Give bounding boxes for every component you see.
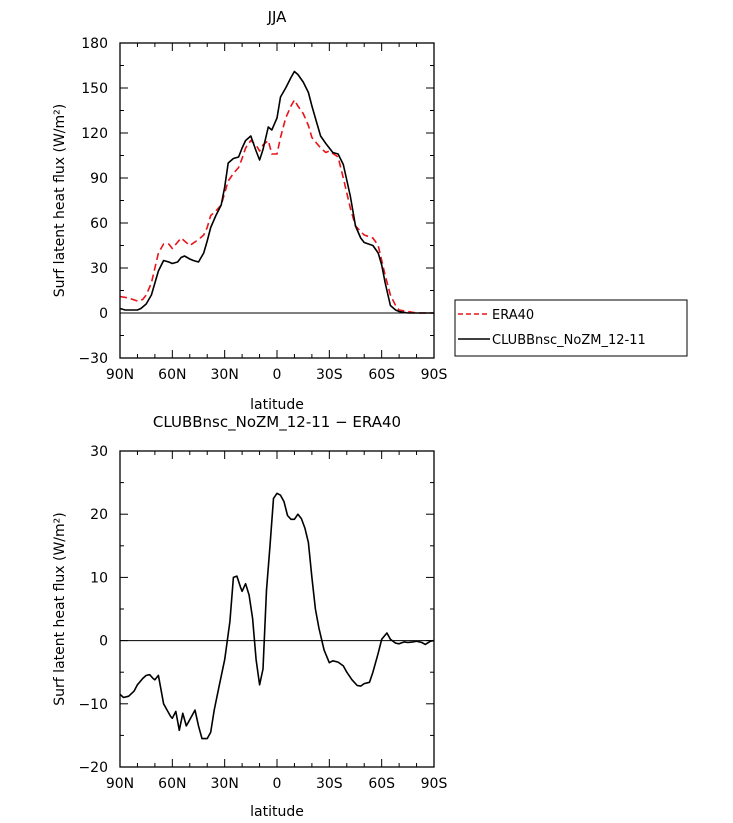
top-y-tick-label: 150 (81, 81, 108, 97)
bottom-plot-area: 90N 60N 30N 0 30S 60S 90S −20 −10 0 10 20 30 (78, 444, 447, 792)
top-plot-area: 90N 60N 30N 0 30S 60S 90S −30 0 30 60 90 120 150 180 (78, 36, 447, 383)
bottom-y-tick-label: −10 (78, 697, 108, 713)
bottom-series-line-0 (119, 492, 435, 740)
top-x-tick-label: 30N (211, 367, 239, 383)
top-chart: JJA 90N 60N 30N 0 30S 60S 90S −30 0 30 60 90 120 150 1… (52, 8, 688, 413)
bottom-chart: CLUBBnsc_NoZM_12-11 − ERA40 90N 60N 30N 0 30… (52, 413, 447, 820)
top-x-tick-label: 60S (368, 367, 395, 383)
legend-box (454, 299, 688, 357)
legend: ERA40 CLUBBnsc_NoZM_12-11 (454, 299, 688, 357)
bottom-x-tick-label: 60S (368, 776, 395, 792)
bottom-x-tick-label: 30N (211, 776, 239, 792)
top-series-line-0 (119, 99, 434, 314)
top-x-tick-label: 90S (421, 367, 448, 383)
top-y-axis-label: Surf latent heat flux (W/m²) (52, 104, 68, 297)
top-x-tick-label: 60N (158, 367, 186, 383)
top-x-tick-label: 0 (273, 367, 282, 383)
bottom-y-tick-label: 20 (90, 507, 108, 523)
top-x-tick-label: 30S (316, 367, 343, 383)
bottom-y-tick-label: −20 (78, 760, 108, 776)
bottom-x-tick-label: 0 (273, 776, 282, 792)
bottom-x-tick-label: 90S (421, 776, 448, 792)
top-y-tick-label: −30 (78, 351, 108, 367)
bottom-y-tick-label: 10 (90, 570, 108, 586)
bottom-y-tick-label: 30 (90, 444, 108, 460)
top-y-tick-label: 120 (81, 126, 108, 142)
top-y-tick-label: 30 (90, 261, 108, 277)
top-x-axis-label: latitude (250, 397, 304, 413)
top-y-tick-label: 180 (81, 36, 108, 52)
top-y-tick-label: 0 (99, 306, 108, 322)
top-plot-frame (119, 42, 435, 359)
bottom-x-axis-label: latitude (250, 804, 304, 820)
bottom-x-tick-label: 30S (316, 776, 343, 792)
top-x-tick-label: 90N (106, 367, 134, 383)
top-y-tick-label: 60 (90, 216, 108, 232)
top-y-tick-label: 90 (90, 171, 108, 187)
bottom-chart-title: CLUBBnsc_NoZM_12-11 − ERA40 (153, 413, 401, 432)
legend-label-era40: ERA40 (492, 308, 534, 323)
top-series-line-1 (119, 70, 434, 314)
bottom-x-tick-label: 60N (158, 776, 186, 792)
top-chart-title: JJA (267, 8, 288, 26)
bottom-y-tick-label: 0 (99, 634, 108, 650)
bottom-y-axis-label: Surf latent heat flux (W/m²) (52, 512, 68, 705)
bottom-x-tick-label: 90N (106, 776, 134, 792)
bottom-plot-frame (119, 450, 435, 768)
legend-label-clubb: CLUBBnsc_NoZM_12-11 (492, 333, 646, 348)
